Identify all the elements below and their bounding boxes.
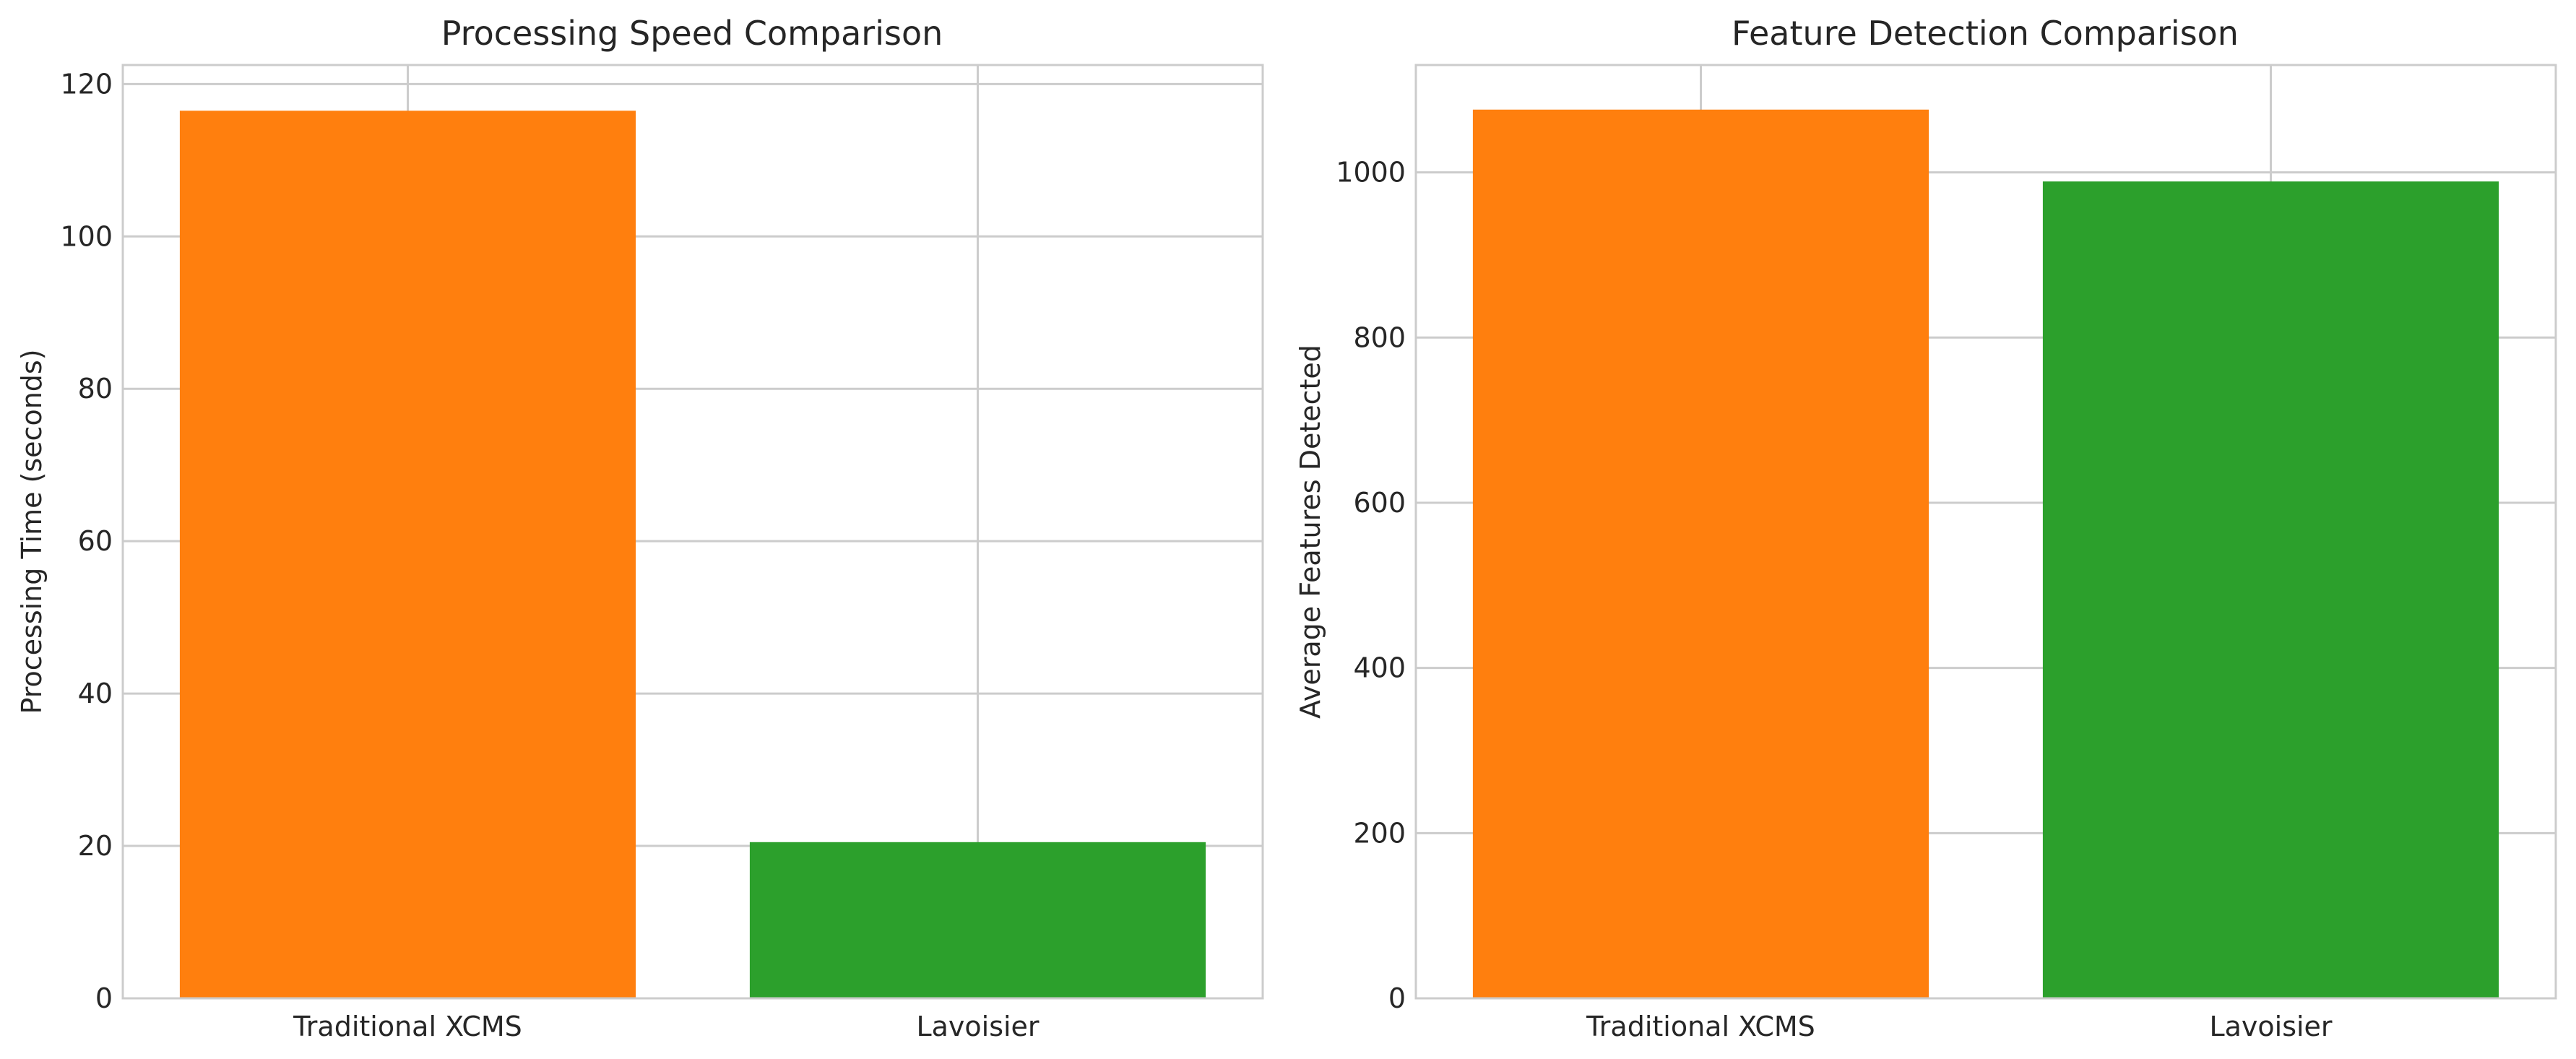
y-tick-label: 800 (1353, 321, 1406, 353)
chart-feature-detection: Feature Detection Comparison 0 200 400 600 8… (1295, 14, 2557, 1042)
chart-processing-speed: Processing Speed Comparison 0 20 40 60 80 100… (16, 14, 1264, 1042)
y-tick-label: 40 (78, 678, 113, 709)
x-tick-label: Traditional XCMS (1586, 1011, 1815, 1042)
bar-lavoisier (749, 842, 1206, 998)
y-tick-label: 60 (78, 525, 113, 557)
y-tick-labels: 0 200 400 600 800 1000 (1336, 157, 1406, 1014)
y-tick-label: 0 (95, 982, 113, 1014)
y-tick-label: 0 (1388, 982, 1406, 1014)
plot-frame (121, 64, 1264, 1000)
y-tick-label: 600 (1353, 487, 1406, 519)
bar-traditional-xcms (179, 111, 636, 999)
y-tick-labels: 0 20 40 60 80 100 120 (60, 68, 113, 1014)
bar-traditional-xcms (1472, 109, 1929, 999)
y-tick-label: 200 (1353, 817, 1406, 849)
y-tick-label: 120 (60, 68, 113, 100)
x-tick-labels: Traditional XCMS Lavoisier (293, 1011, 1040, 1042)
y-tick-label: 100 (60, 220, 113, 252)
x-tick-label: Traditional XCMS (293, 1011, 522, 1042)
x-tick-label: Lavoisier (916, 1011, 1039, 1042)
bar-lavoisier (2042, 181, 2499, 999)
y-tick-label: 400 (1353, 652, 1406, 684)
y-axis-label: Average Features Detected (1295, 345, 1326, 719)
y-tick-label: 20 (78, 830, 113, 862)
chart-title: Feature Detection Comparison (1732, 14, 2239, 53)
y-axis-label: Processing Time (seconds) (16, 349, 48, 714)
bars (179, 111, 1206, 999)
x-tick-labels: Traditional XCMS Lavoisier (1586, 1011, 2333, 1042)
y-tick-label: 80 (78, 373, 113, 405)
y-tick-label: 1000 (1336, 157, 1406, 189)
bars (1472, 109, 2499, 999)
plot-frame (1414, 64, 2557, 1000)
chart-title: Processing Speed Comparison (441, 14, 943, 53)
x-tick-label: Lavoisier (2209, 1011, 2332, 1042)
